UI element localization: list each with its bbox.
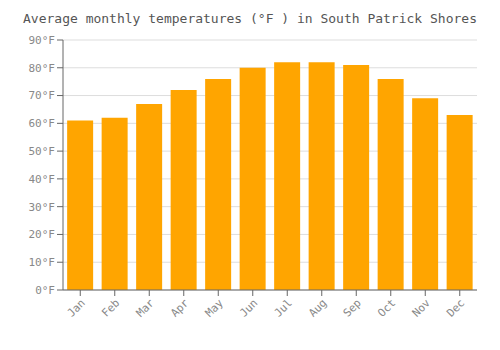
svg-text:20°F: 20°F [29, 228, 56, 241]
svg-text:40°F: 40°F [29, 173, 56, 186]
svg-text:Jul: Jul [272, 296, 295, 319]
svg-text:90°F: 90°F [29, 34, 56, 47]
svg-text:80°F: 80°F [29, 62, 56, 75]
svg-text:Nov: Nov [410, 296, 434, 320]
svg-text:70°F: 70°F [29, 89, 56, 102]
svg-text:Aug: Aug [306, 296, 329, 319]
svg-text:Jun: Jun [237, 296, 260, 319]
svg-text:May: May [203, 296, 227, 320]
svg-text:30°F: 30°F [29, 201, 56, 214]
svg-text:60°F: 60°F [29, 117, 56, 130]
svg-text:Dec: Dec [444, 296, 467, 319]
svg-text:Mar: Mar [134, 296, 158, 320]
svg-text:0°F: 0°F [35, 284, 55, 297]
svg-text:Oct: Oct [375, 296, 398, 319]
svg-text:50°F: 50°F [29, 145, 56, 158]
svg-text:Sep: Sep [341, 296, 364, 319]
svg-text:10°F: 10°F [29, 256, 56, 269]
svg-text:Jan: Jan [65, 296, 88, 319]
html-text:Average monthly temperatures (: Average monthly temperatures (°F ) in So… [23, 11, 477, 26]
svg-text:Feb: Feb [99, 296, 122, 319]
svg-text:Apr: Apr [168, 296, 192, 320]
